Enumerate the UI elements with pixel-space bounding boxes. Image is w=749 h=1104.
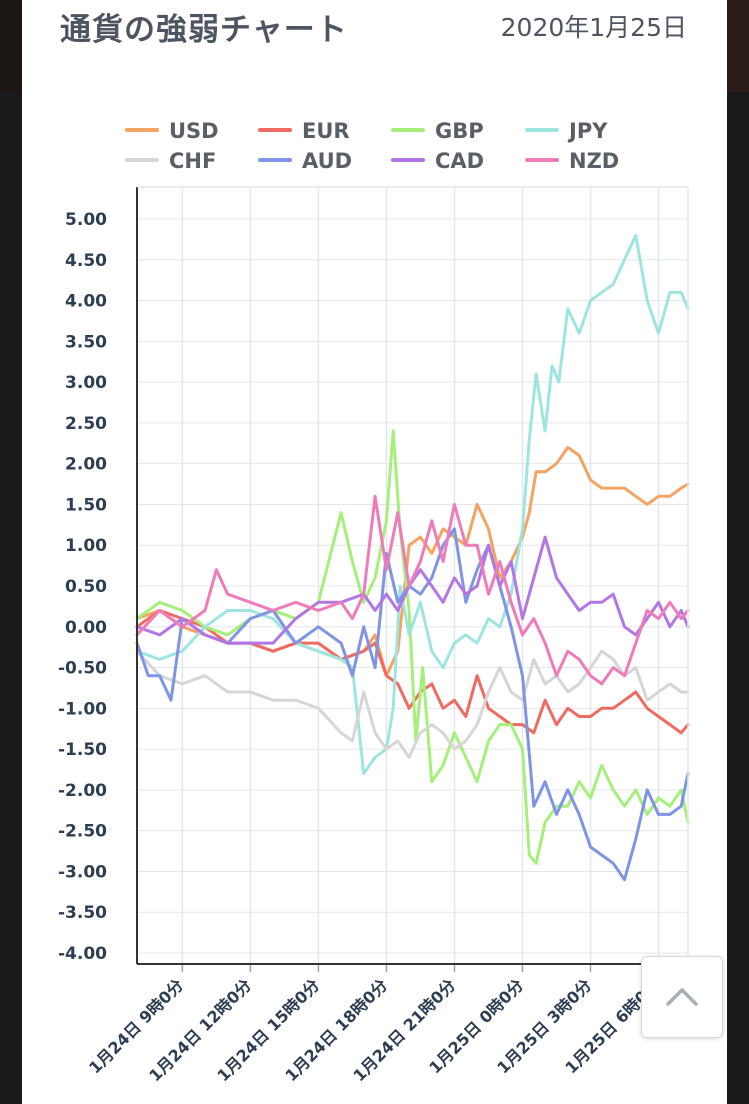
legend-label: NZD — [569, 149, 619, 173]
y-tick-label: 5.00 — [65, 210, 107, 230]
y-tick-label: -3.50 — [58, 903, 107, 923]
y-tick-label: 2.00 — [65, 455, 107, 475]
series-line-jpy — [135, 233, 690, 776]
y-tick-label: -1.50 — [58, 740, 107, 760]
series-line-chf — [135, 649, 690, 759]
y-tick-label: -1.00 — [58, 699, 107, 719]
y-tick-label: 0.50 — [65, 577, 107, 597]
chart-frame — [136, 186, 689, 965]
background-left-edge — [0, 0, 22, 92]
y-tick-label: -4.00 — [58, 944, 107, 964]
legend-item-nzd[interactable]: NZD — [525, 149, 619, 173]
y-tick-label: 2.50 — [65, 414, 107, 434]
y-tick-label: 1.00 — [65, 536, 107, 556]
legend-item-jpy[interactable]: JPY — [525, 119, 608, 143]
page-date: 2020年1月25日 — [500, 13, 687, 42]
series-line-gbp — [135, 429, 690, 865]
page-header: 通貨の強弱チャート 2020年1月25日 — [22, 0, 727, 52]
legend-label: GBP — [435, 119, 484, 143]
chart-legend: USD EUR GBP JPY CHF AUD CAD NZD — [125, 119, 619, 173]
series-line-cad — [135, 535, 690, 645]
y-tick-label: -2.50 — [58, 822, 107, 842]
series-line-eur — [135, 609, 690, 735]
y-axis: 5.00 4.50 4.00 3.50 3.00 2.50 2.00 1.50 1.00 0.50… — [58, 210, 107, 964]
y-tick-label: -2.00 — [58, 781, 107, 801]
legend-item-chf[interactable]: CHF — [125, 149, 216, 173]
legend-label: CAD — [435, 149, 484, 173]
y-tick-label: -3.00 — [58, 862, 107, 882]
legend-item-cad[interactable]: CAD — [391, 149, 484, 173]
legend-item-eur[interactable]: EUR — [258, 119, 350, 143]
y-tick-label: 3.50 — [65, 332, 107, 352]
y-tick-label: 1.50 — [65, 495, 107, 515]
legend-label: CHF — [169, 149, 216, 173]
chart-series-lines — [135, 233, 690, 882]
y-tick-label: 3.00 — [65, 373, 107, 393]
y-tick-label: 4.00 — [65, 292, 107, 312]
scroll-to-top-button[interactable] — [641, 956, 723, 1038]
y-tick-label: -0.50 — [58, 659, 107, 679]
series-line-nzd — [135, 494, 690, 686]
legend-label: USD — [169, 119, 219, 143]
content-card: 通貨の強弱チャート 2020年1月25日 — [22, 0, 727, 1104]
y-tick-label: 4.50 — [65, 251, 107, 271]
chart-grid — [137, 187, 688, 964]
series-line-aud — [135, 527, 690, 882]
y-tick-label: 0.00 — [65, 618, 107, 638]
background-right-edge — [727, 0, 749, 92]
legend-item-gbp[interactable]: GBP — [391, 119, 484, 143]
legend-label: AUD — [302, 149, 352, 173]
page-title: 通貨の強弱チャート — [60, 12, 348, 48]
legend-label: EUR — [302, 119, 350, 143]
legend-item-usd[interactable]: USD — [125, 119, 219, 143]
chevron-up-icon — [666, 988, 698, 1006]
legend-item-aud[interactable]: AUD — [258, 149, 352, 173]
legend-label: JPY — [567, 119, 608, 143]
